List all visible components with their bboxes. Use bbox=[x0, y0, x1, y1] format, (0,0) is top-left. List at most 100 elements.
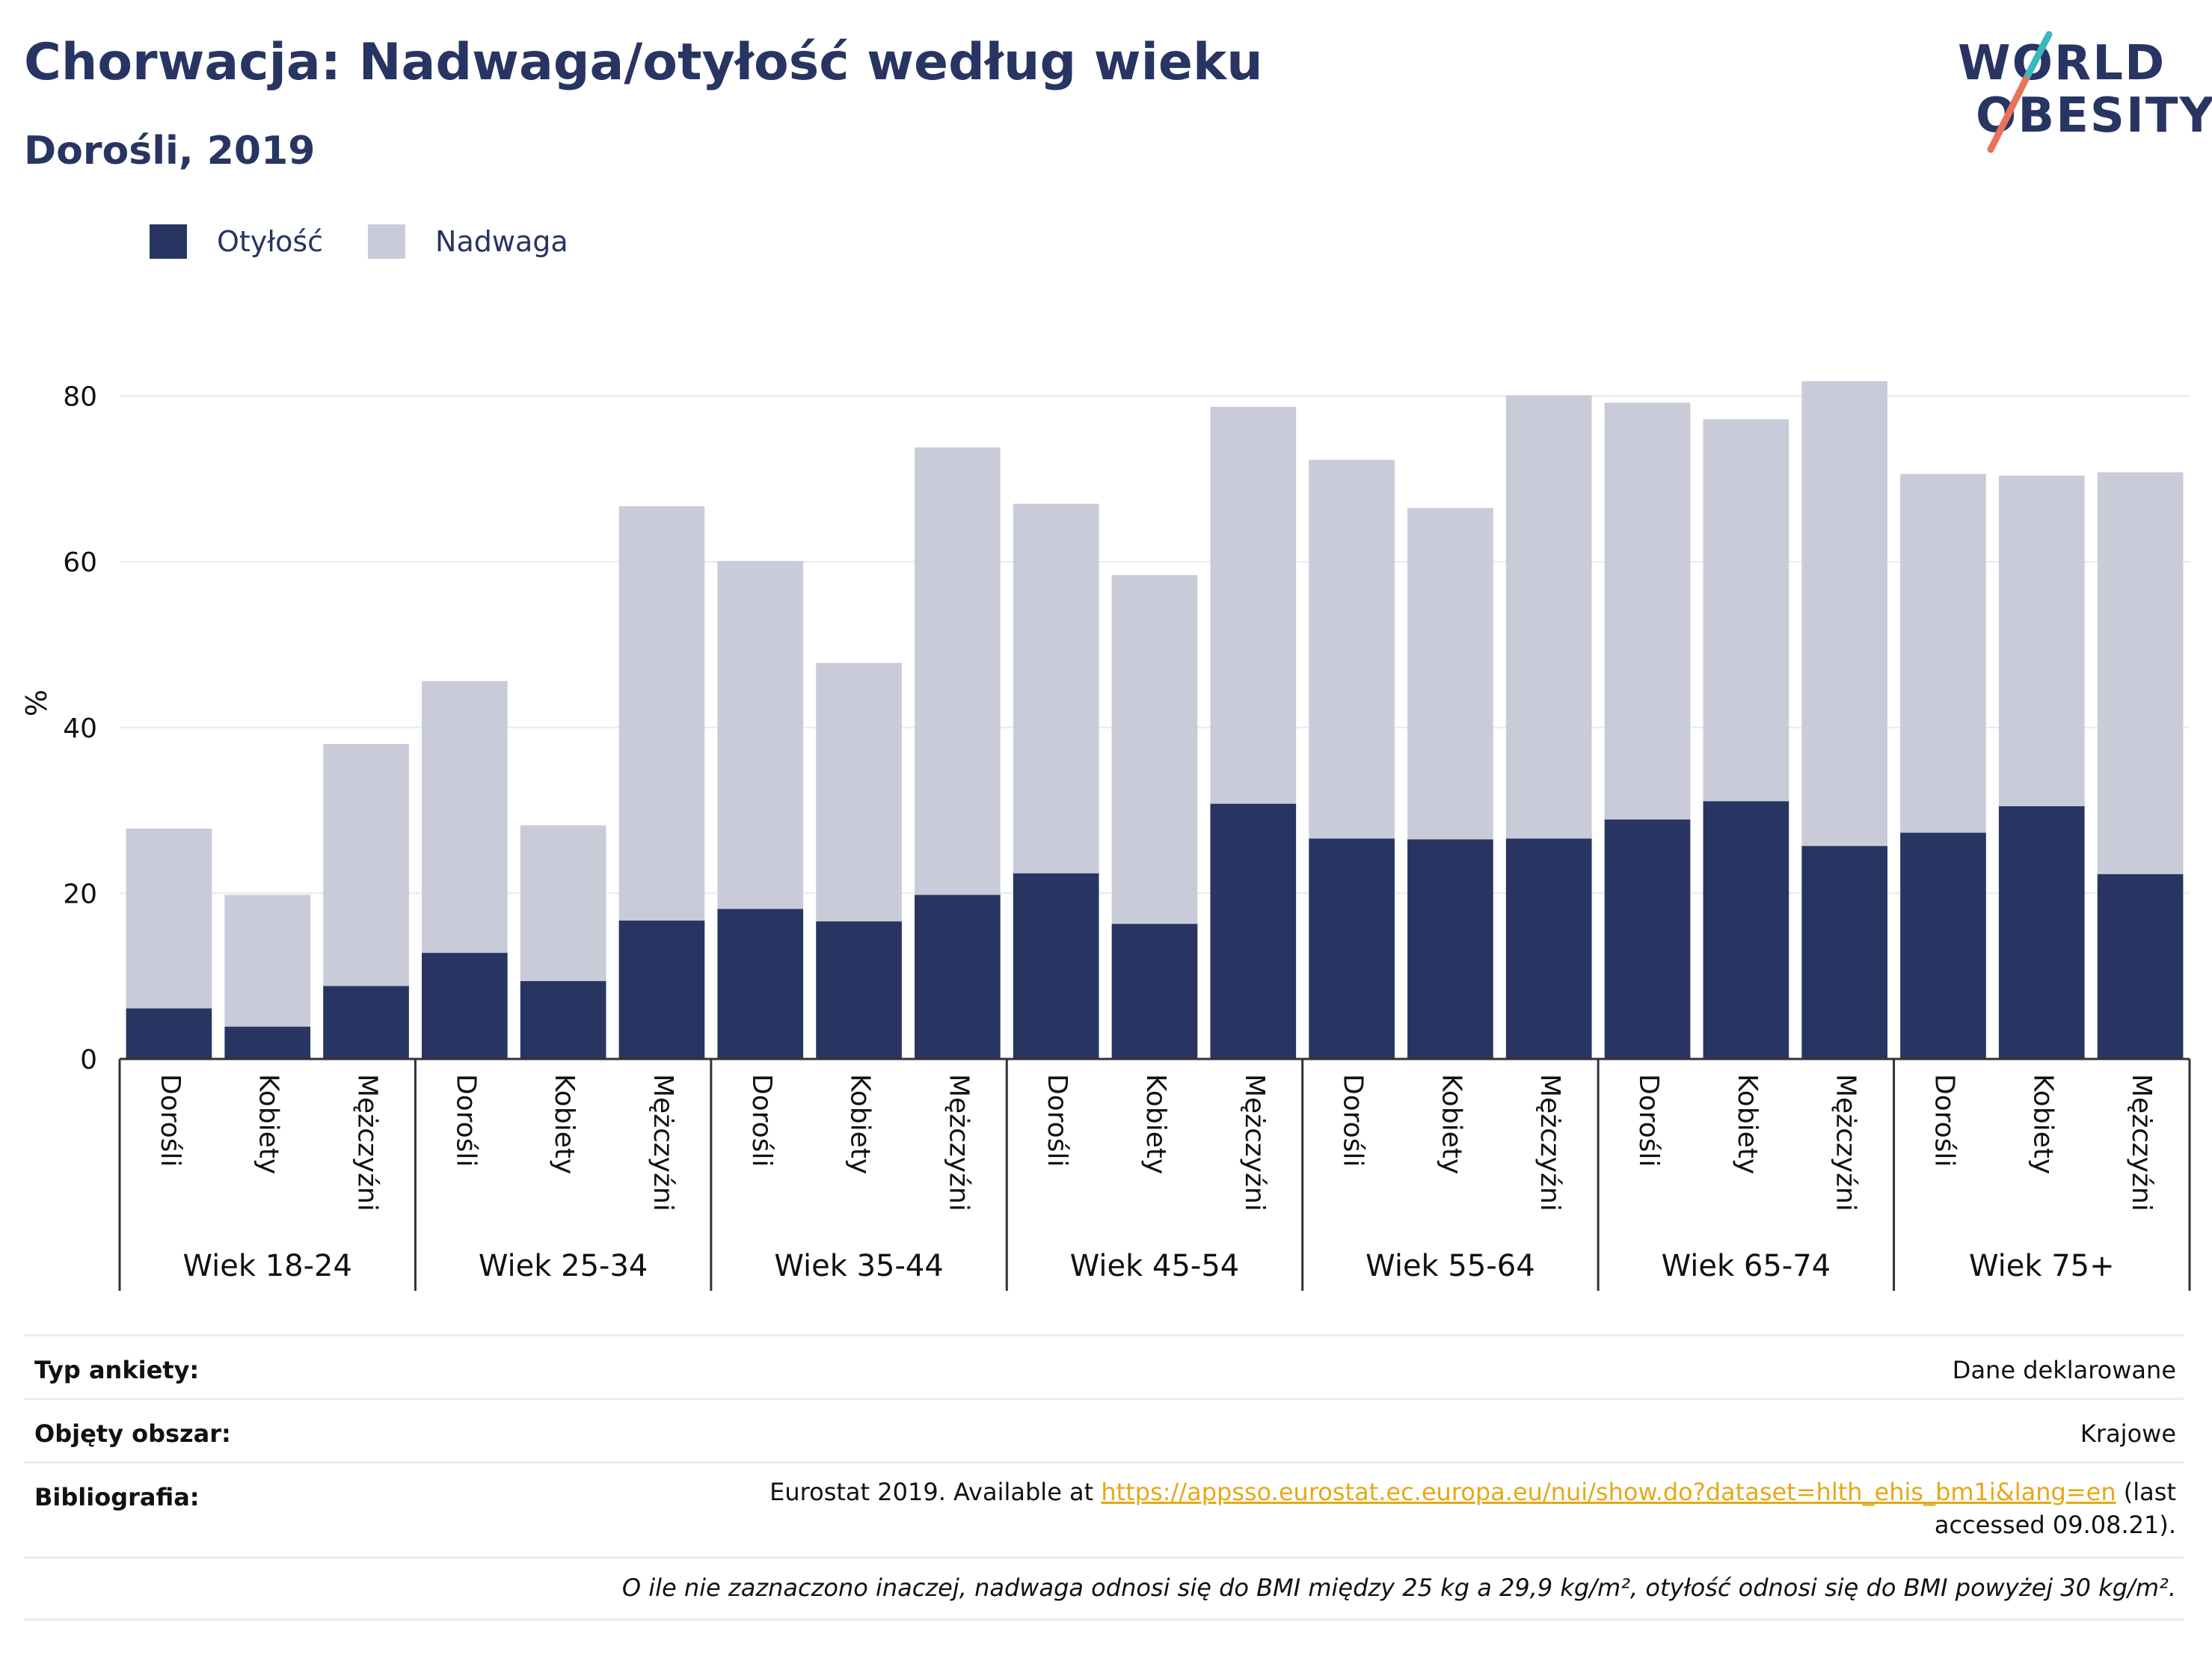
definition-note: O ile nie zaznaczono inaczej, nadwaga od… bbox=[621, 1573, 2176, 1602]
x-tick-label: Kobiety bbox=[2027, 1074, 2058, 1174]
bar-obesity bbox=[1013, 873, 1099, 1059]
bar-obesity bbox=[1604, 819, 1691, 1059]
x-tick-label: Dorośli bbox=[1929, 1074, 1959, 1167]
y-tick-label: 20 bbox=[63, 879, 97, 909]
x-tick-label: Mężczyźni bbox=[943, 1074, 974, 1212]
bar-obesity bbox=[618, 920, 705, 1059]
legend-swatch-overweight bbox=[368, 224, 406, 259]
bibliography-value: Eurostat 2019. Available at https://apps… bbox=[681, 1476, 2176, 1541]
legend-swatch-obesity bbox=[150, 224, 187, 259]
bar-obesity bbox=[126, 1008, 212, 1059]
bar-overweight bbox=[618, 506, 705, 921]
x-tick-label: Kobiety bbox=[1436, 1074, 1466, 1174]
bar-obesity bbox=[1703, 801, 1789, 1059]
group-label: Wiek 35-44 bbox=[774, 1249, 944, 1283]
bar-overweight bbox=[816, 663, 902, 922]
bar-overweight bbox=[1703, 419, 1789, 802]
x-tick-label: Dorośli bbox=[450, 1074, 481, 1167]
info-row-survey-type: Typ ankiety: Dane deklarowane bbox=[24, 1334, 2184, 1398]
bar-obesity bbox=[520, 980, 606, 1059]
bar-obesity bbox=[421, 953, 508, 1059]
group-label: Wiek 55-64 bbox=[1365, 1249, 1535, 1283]
bar-obesity bbox=[1998, 806, 2085, 1059]
stacked-bar-chart: 0 20 40 60 80% Dorośli Kobiety Mężczyźni Dorośli… bbox=[20, 381, 2191, 1291]
bar-overweight bbox=[1998, 475, 2085, 807]
x-tick-label: Dorośli bbox=[1338, 1074, 1368, 1167]
x-tick-label: Kobiety bbox=[1140, 1074, 1171, 1174]
bibliography-link[interactable]: https://appsso.eurostat.ec.europa.eu/nui… bbox=[1101, 1478, 2116, 1506]
x-tick-label: Kobiety bbox=[1732, 1074, 1763, 1174]
y-tick-label: 80 bbox=[63, 382, 97, 413]
group-label: Wiek 18-24 bbox=[182, 1249, 352, 1283]
group-label: Wiek 45-54 bbox=[1070, 1249, 1240, 1283]
x-tick-label: Mężczyźni bbox=[2126, 1074, 2157, 1212]
x-tick-label: Mężczyźni bbox=[1534, 1074, 1565, 1212]
y-axis-label: % bbox=[20, 690, 53, 716]
y-tick-label: 0 bbox=[80, 1045, 97, 1075]
x-tick-label: Kobiety bbox=[845, 1074, 876, 1174]
bar-obesity bbox=[1111, 924, 1198, 1059]
legend-item-overweight: Nadwaga bbox=[368, 224, 568, 259]
bibliography-prefix: Eurostat 2019. Available at bbox=[769, 1478, 1102, 1506]
bar-overweight bbox=[1111, 574, 1198, 924]
info-table: Typ ankiety: Dane deklarowane Objęty obs… bbox=[24, 1334, 2184, 1621]
info-row-bibliography: Bibliografia: Eurostat 2019. Available a… bbox=[24, 1461, 2184, 1556]
bar-obesity bbox=[1505, 838, 1592, 1059]
bar-overweight bbox=[1309, 459, 1395, 839]
bar-overweight bbox=[126, 828, 212, 1009]
group-label: Wiek 25-34 bbox=[479, 1249, 648, 1283]
info-row-note: O ile nie zaznaczono inaczej, nadwaga od… bbox=[24, 1556, 2184, 1621]
bar-obesity bbox=[1210, 803, 1297, 1059]
bar-overweight bbox=[915, 447, 1001, 895]
survey-type-value: Dane deklarowane bbox=[1952, 1356, 2176, 1384]
bar-obesity bbox=[323, 986, 409, 1059]
x-tick-label: Kobiety bbox=[254, 1074, 284, 1174]
legend-label-overweight: Nadwaga bbox=[435, 225, 568, 258]
bibliography-suffix: (last accessed 09.08.21). bbox=[1934, 1478, 2176, 1539]
coverage-value: Krajowe bbox=[2080, 1419, 2176, 1448]
bar-overweight bbox=[1604, 402, 1691, 820]
bar-obesity bbox=[224, 1026, 311, 1059]
bar-overweight bbox=[717, 561, 804, 909]
bar-overweight bbox=[1407, 508, 1493, 840]
bar-overweight bbox=[1801, 381, 1888, 847]
x-tick-label: Dorośli bbox=[1042, 1074, 1072, 1167]
bar-obesity bbox=[1407, 839, 1493, 1059]
bar-obesity bbox=[915, 894, 1001, 1059]
bar-overweight bbox=[1900, 473, 1986, 833]
bar-obesity bbox=[717, 909, 804, 1059]
x-tick-label: Dorośli bbox=[1633, 1074, 1664, 1167]
group-label: Wiek 65-74 bbox=[1662, 1249, 1831, 1283]
x-tick-label: Kobiety bbox=[549, 1074, 580, 1174]
bar-overweight bbox=[1210, 407, 1297, 804]
bar-overweight bbox=[2097, 472, 2184, 874]
bar-overweight bbox=[1505, 395, 1592, 839]
bar-obesity bbox=[2097, 873, 2184, 1059]
bar-overweight bbox=[1013, 503, 1099, 873]
x-tick-label: Dorośli bbox=[155, 1074, 185, 1167]
x-tick-label: Mężczyźni bbox=[648, 1074, 678, 1212]
bibliography-label: Bibliografia: bbox=[34, 1483, 200, 1511]
logo-slash-icon bbox=[1987, 31, 2053, 153]
chart-subtitle: Dorośli, 2019 bbox=[24, 129, 316, 174]
bar-overweight bbox=[520, 825, 606, 981]
bar-overweight bbox=[323, 743, 409, 986]
bar-overweight bbox=[421, 681, 508, 954]
x-tick-label: Mężczyźni bbox=[1831, 1074, 1861, 1212]
survey-type-label: Typ ankiety: bbox=[34, 1356, 200, 1384]
world-obesity-logo: WORLD OBESITY bbox=[1944, 30, 2212, 165]
chart-title: Chorwacja: Nadwaga/otyłość według wieku bbox=[24, 33, 1263, 92]
info-row-coverage: Objęty obszar: Krajowe bbox=[24, 1398, 2184, 1461]
x-tick-label: Mężczyźni bbox=[1239, 1074, 1270, 1212]
bar-obesity bbox=[1801, 846, 1888, 1059]
y-tick-label: 60 bbox=[63, 547, 97, 578]
bar-obesity bbox=[1309, 838, 1395, 1059]
coverage-label: Objęty obszar: bbox=[34, 1419, 231, 1448]
bar-overweight bbox=[224, 894, 311, 1027]
logo-line1: WORLD bbox=[1958, 36, 2166, 91]
y-tick-label: 40 bbox=[63, 713, 97, 744]
x-tick-label: Mężczyźni bbox=[352, 1074, 383, 1212]
chart-legend: Otyłość Nadwaga bbox=[150, 223, 613, 260]
legend-item-obesity: Otyłość bbox=[150, 224, 323, 259]
x-tick-label: Dorośli bbox=[746, 1074, 777, 1167]
